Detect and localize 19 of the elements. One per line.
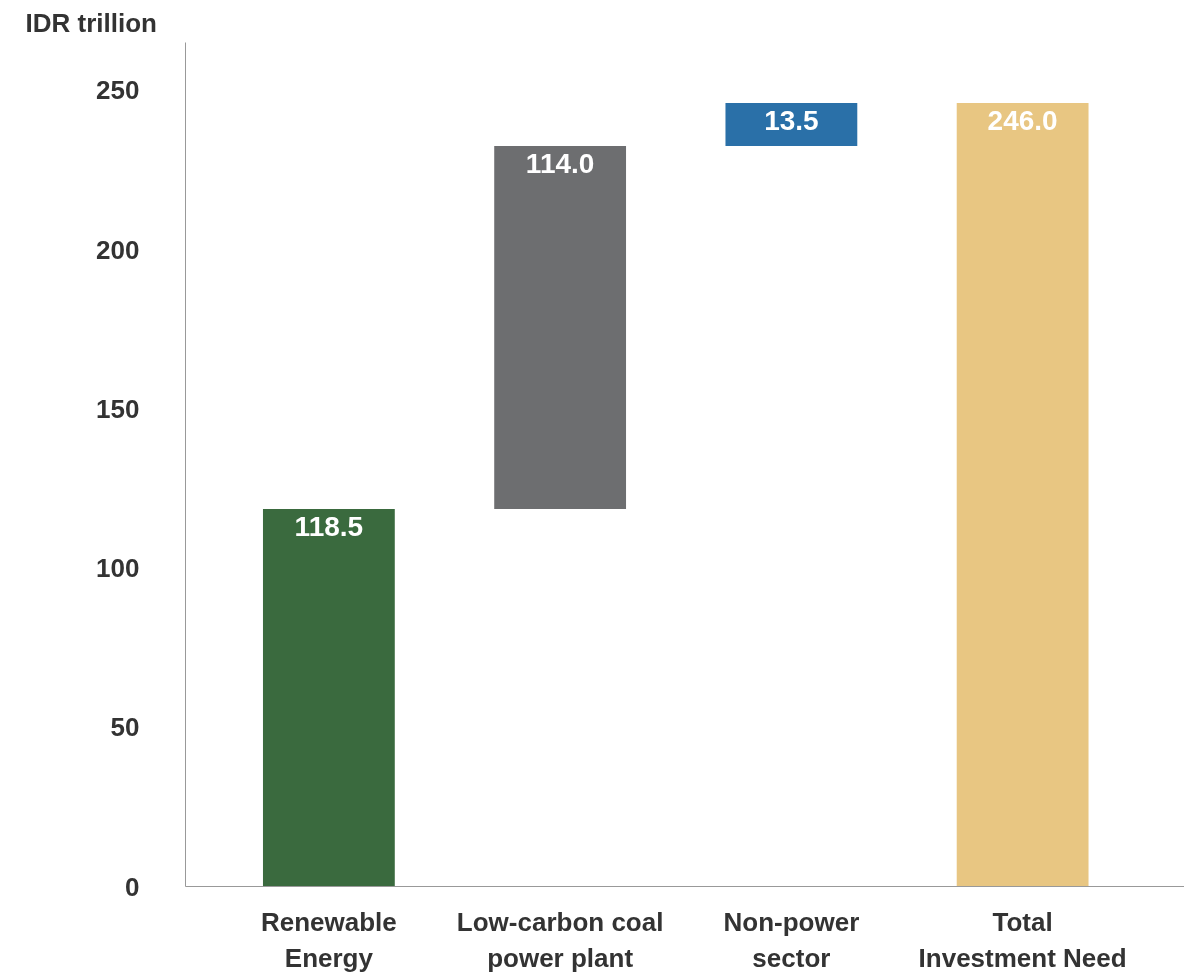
x-tick-label: Total Investment Need (918, 906, 1127, 973)
x-tick-label: Low-carbon coal power plant (456, 906, 664, 973)
data-label: 118.5 (294, 511, 364, 543)
y-tick-label: 200 (96, 234, 140, 265)
y-tick-label: 100 (96, 553, 140, 584)
bar (725, 103, 858, 147)
y-tick-label: 0 (125, 871, 140, 902)
data-label: 13.5 (764, 105, 819, 137)
y-tick-label: 50 (110, 712, 140, 743)
data-label: 246.0 (987, 105, 1058, 137)
data-label: 114.0 (525, 148, 595, 180)
bar (956, 103, 1089, 887)
x-tick-label: Non-power sector (723, 906, 860, 973)
bar (262, 509, 395, 887)
y-axis-title: IDR trillion (25, 7, 157, 38)
y-tick-label: 150 (96, 393, 140, 424)
x-tick-label: Renewable Energy (260, 906, 397, 973)
y-tick-label: 250 (96, 75, 140, 106)
bar (494, 146, 627, 510)
